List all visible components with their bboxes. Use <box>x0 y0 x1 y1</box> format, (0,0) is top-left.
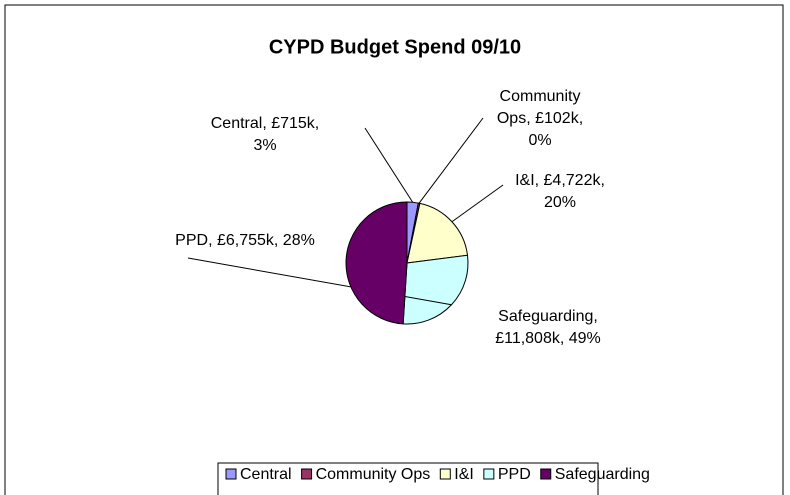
legend-swatch <box>439 468 451 480</box>
label-part: Community Ops <box>496 88 581 127</box>
legend-swatch <box>483 468 495 480</box>
data-label: PPD, £6,755k, 28% <box>175 232 315 249</box>
leader-line <box>451 184 504 223</box>
label-part: £6,755k <box>216 232 274 249</box>
label-part: 20% <box>543 194 577 211</box>
leader-line <box>418 117 484 204</box>
legend-swatch <box>540 468 552 480</box>
label-part: 49% <box>568 330 601 347</box>
legend-label: Community Ops <box>316 466 431 483</box>
label-part: Central <box>210 115 263 132</box>
label-part: £4,722k <box>543 172 601 189</box>
label-part: 0% <box>528 132 552 149</box>
data-label-text: Community Ops, £102k, 0% <box>496 88 584 149</box>
leader-line <box>364 127 414 203</box>
label-part: 28% <box>282 232 315 249</box>
label-part: £11,808k <box>495 330 560 347</box>
legend-label: Central <box>240 466 292 483</box>
legend-label: PPD <box>498 466 531 483</box>
legend-swatch <box>301 468 313 480</box>
label-part: Safeguarding <box>498 308 594 325</box>
label-part: £715k <box>271 115 315 132</box>
data-label-text: PPD, £6,755k, 28% <box>175 232 315 249</box>
pie-slice <box>345 201 408 325</box>
legend-swatch <box>225 468 237 480</box>
label-part: I&I <box>515 172 535 189</box>
label-part: £102k <box>535 110 579 127</box>
legend-label: Safeguarding <box>555 466 650 483</box>
data-label: Community Ops, £102k, 0% <box>496 88 584 149</box>
data-label-text: Safeguarding, £11,808k, 49% <box>495 308 601 347</box>
data-label: Safeguarding, £11,808k, 49% <box>495 308 601 347</box>
legend: Central Community Ops I&I PPD Safeguarding <box>217 462 650 495</box>
leader-line <box>187 257 452 306</box>
data-label: I&I, £4,722k, 20% <box>515 172 605 211</box>
data-label-text: I&I, £4,722k, 20% <box>515 172 605 211</box>
legend-box <box>217 462 599 495</box>
data-label: Central, £715k, 3% <box>210 115 320 154</box>
legend-label: I&I <box>454 466 474 483</box>
data-label-text: Central, £715k, 3% <box>210 115 320 154</box>
label-part: PPD <box>175 232 209 249</box>
label-part: 3% <box>253 137 277 154</box>
chart-title: CYPD Budget Spend 09/10 <box>269 36 521 58</box>
